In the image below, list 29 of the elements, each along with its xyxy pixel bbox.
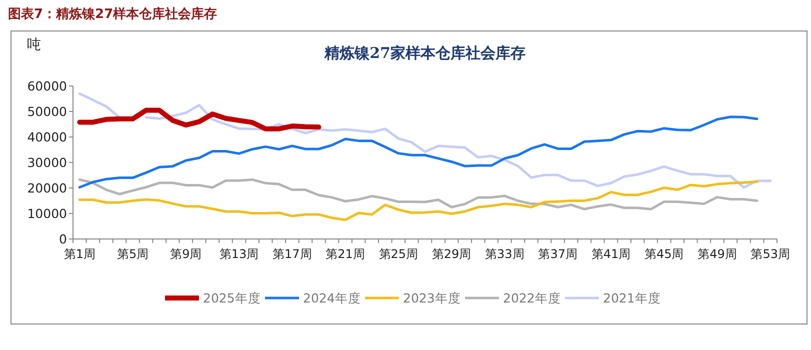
y-tick-label: 0 — [59, 232, 68, 246]
legend-label: 2022年度 — [503, 290, 561, 306]
x-tick-label: 第41周 — [591, 247, 631, 261]
y-tick-label: 50000 — [27, 104, 68, 119]
y-axis-title: 吨 — [27, 37, 41, 53]
legend-label: 2021年度 — [603, 290, 661, 306]
x-tick-label: 第13周 — [219, 247, 259, 261]
x-tick-label: 第21周 — [326, 247, 365, 261]
y-tick-label: 60000 — [27, 78, 68, 94]
legend-label: 2024年度 — [303, 290, 361, 306]
x-tick-label: 第9周 — [170, 247, 202, 261]
text: 图表7：精炼镍27样本仓库社会库存 — [8, 6, 218, 22]
x-tick-label: 第37周 — [538, 247, 578, 261]
y-tick-label: 30000 — [27, 155, 68, 170]
x-tick-label: 第53周 — [750, 247, 790, 261]
chart-title: 精炼镍27家样本仓库社会库存 — [324, 44, 526, 62]
x-tick-label: 第33周 — [485, 247, 524, 261]
x-tick-label: 第25周 — [378, 247, 418, 261]
x-tick-label: 第29周 — [432, 247, 472, 261]
x-tick-label: 第5周 — [116, 247, 149, 261]
x-tick-label: 第45周 — [644, 247, 684, 261]
x-tick-label: 第17周 — [272, 247, 312, 261]
x-tick-label: 第49周 — [698, 247, 737, 261]
legend-label: 2023年度 — [403, 290, 461, 306]
y-tick-label: 10000 — [27, 206, 68, 221]
x-tick-label: 第1周 — [64, 247, 96, 261]
y-tick-label: 40000 — [27, 130, 68, 144]
legend-label: 2025年度 — [203, 290, 261, 306]
y-tick-label: 20000 — [27, 180, 68, 196]
